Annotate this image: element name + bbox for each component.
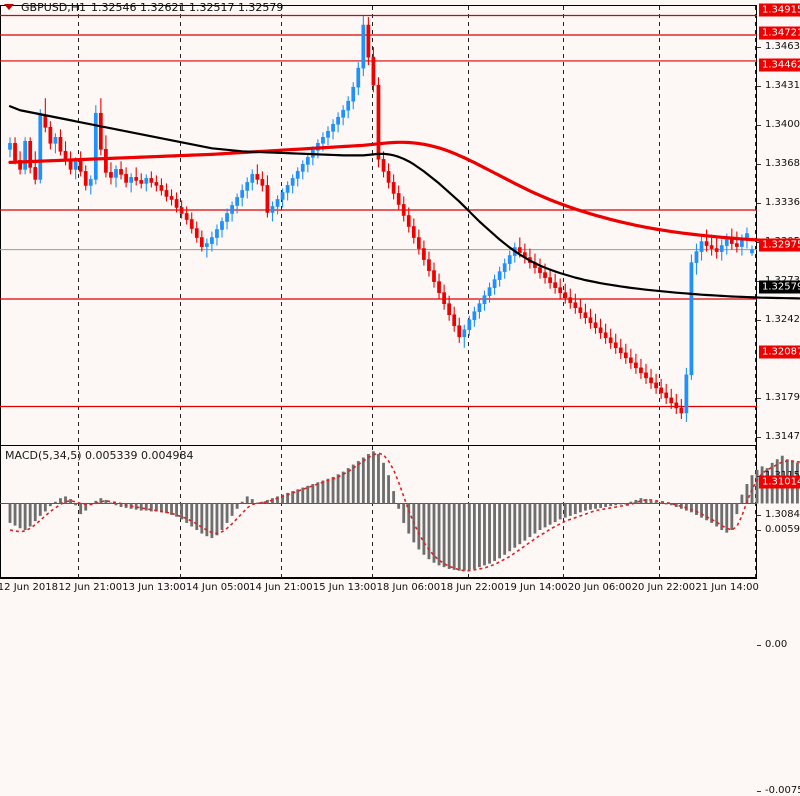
price-tick-label: 1.32420: [765, 314, 800, 325]
macd-tick-mark: [757, 791, 761, 792]
price-tick-mark: [757, 86, 761, 87]
price-tick-label: 1.30840: [765, 509, 800, 520]
price-tick-mark: [757, 164, 761, 165]
time-axis-label: 14 Jun 05:00: [186, 582, 250, 593]
macd-tick-label: 0.005954: [765, 524, 800, 535]
macd-caption: MACD(5,34,5) 0.005339 0.004984: [5, 449, 194, 462]
macd-tick-mark: [757, 645, 761, 646]
time-scale[interactable]: 12 Jun 2018 12 Jun 21:00 13 Jun 13:00 14 Ju…: [0, 578, 759, 600]
price-level-tag[interactable]: 1.34721: [759, 26, 800, 40]
time-axis-label: 18 Jun 06:00: [376, 582, 441, 593]
price-tick-label: 1.33365: [765, 197, 800, 208]
price-tick-label: 1.34000: [765, 119, 800, 130]
time-axis-label: 12 Jun 21:00: [58, 582, 123, 593]
macd-tick-label: -0.007594: [765, 785, 800, 796]
chevron-down-icon[interactable]: [4, 4, 14, 10]
price-tick-label: 1.34630: [765, 41, 800, 52]
price-tick-label: 1.34315: [765, 80, 800, 91]
price-tick-mark: [757, 515, 761, 516]
time-axis-label: 20 Jun 22:00: [631, 582, 696, 593]
macd-tick-label: 0.00: [765, 639, 788, 650]
ohlc-values: 1.32546 1.32621 1.32517 1.32579: [90, 0, 284, 14]
time-axis-label: 14 Jun 21:00: [249, 582, 313, 593]
price-tick-label: 1.31475: [765, 431, 800, 442]
macd-tick-mark: [757, 530, 761, 531]
price-tick-mark: [757, 203, 761, 204]
price-level-tag[interactable]: 1.32087: [759, 345, 800, 359]
price-tick-mark: [757, 437, 761, 438]
time-scale-divider: [0, 578, 757, 579]
time-axis-label: 12 Jun 2018: [0, 582, 58, 593]
time-axis-label: 13 Jun 13:00: [122, 582, 186, 593]
time-axis-label: 18 Jun 22:00: [440, 582, 504, 593]
time-axis-label: 19 Jun 14:00: [504, 582, 568, 593]
price-level-tag[interactable]: 1.31014: [759, 475, 800, 489]
current-price-tag[interactable]: 1.32579: [759, 280, 800, 294]
price-tick-label: 1.31790: [765, 392, 800, 403]
price-chart-canvas: [0, 5, 800, 578]
price-level-tag[interactable]: 1.34915: [759, 3, 800, 17]
price-tick-label: 1.33680: [765, 158, 800, 169]
symbol-label: GBPUSD,H1: [21, 0, 86, 14]
time-axis-label: 15 Jun 13:00: [312, 582, 377, 593]
price-tick-mark: [757, 398, 761, 399]
price-scale[interactable]: 1.346301.343151.340001.336801.333651.330…: [757, 0, 800, 796]
price-tick-mark: [757, 47, 761, 48]
price-level-tag[interactable]: 1.34462: [759, 58, 800, 72]
price-tick-mark: [757, 125, 761, 126]
quote-bar: GBPUSD,H1 1.32546 1.32621 1.32517 1.3257…: [0, 0, 283, 14]
time-axis-label: 20 Jun 06:00: [567, 582, 632, 593]
time-axis-label: 21 Jun 14:00: [695, 582, 759, 593]
price-level-tag[interactable]: 1.32975: [759, 238, 800, 252]
price-tick-mark: [757, 320, 761, 321]
